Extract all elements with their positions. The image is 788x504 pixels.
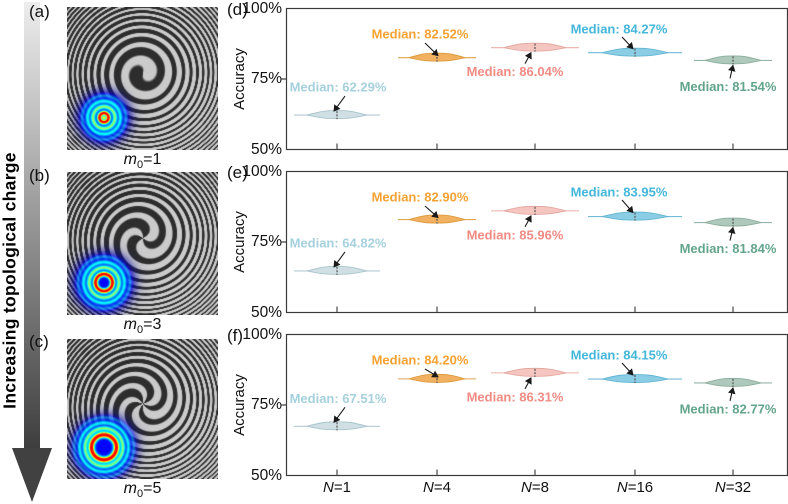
ytick-50-e: 50% (250, 304, 282, 321)
spiral-pattern-a (67, 7, 218, 150)
xtick-n32: N=32 (714, 479, 752, 496)
spiral-pattern-b (67, 172, 218, 315)
violin-plot-e: Median: 64.82% Median: 82.90% Median: 85.9… (280, 170, 788, 314)
median-arrow (333, 95, 346, 112)
xtick-n1: N=1 (323, 479, 351, 496)
median-label: Median: 82.52% (372, 27, 469, 42)
m-symbol: m (123, 151, 137, 168)
topological-charge-axis-label: Increasing topological charge (0, 152, 20, 409)
m0-label-a: m0=1 (67, 151, 218, 171)
topological-charge-arrow-shaft (24, 2, 40, 448)
xtick-n16: N=16 (616, 479, 654, 496)
spiral-pattern-c (67, 339, 218, 479)
violin-plot-f: Median: 67.51% Median: 84.20% Median: 86.3… (280, 333, 788, 477)
median-arrow (424, 368, 439, 378)
panel-letter-e: (e) (227, 163, 248, 182)
m-symbol: m (123, 316, 137, 333)
ytick-100-d: 100% (242, 0, 282, 17)
median-label: Median: 85.96% (467, 227, 564, 242)
m0-label-c: m0=5 (67, 480, 218, 500)
ytick-100-e: 100% (242, 163, 282, 180)
median-arrow (524, 51, 532, 64)
violin-plot-d: Median: 62.29% Median: 82.52% Median: 86.0… (280, 7, 788, 151)
median-arrow (424, 205, 439, 219)
median-label: Median: 83.95% (571, 185, 668, 200)
panel-letter-f: (f) (227, 326, 244, 345)
ytick-75-f: 75% (250, 396, 282, 413)
median-label: Median: 86.04% (467, 64, 564, 79)
panel-letter-a: (a) (29, 2, 50, 21)
m-value: =5 (143, 480, 162, 497)
median-label: Median: 62.29% (290, 80, 387, 95)
median-arrow (424, 42, 439, 57)
median-arrow (727, 64, 736, 79)
median-arrow (727, 226, 736, 241)
median-label: Median: 84.20% (372, 353, 469, 368)
ytick-75-e: 75% (250, 233, 282, 250)
median-arrow (333, 251, 346, 268)
median-arrow (524, 377, 532, 390)
m-subscript: 0 (136, 488, 144, 501)
ytick-100-f: 100% (242, 326, 282, 343)
median-label: Median: 86.31% (467, 389, 564, 404)
median-label: Median: 64.82% (290, 235, 387, 250)
m-subscript: 0 (136, 159, 144, 172)
m-value: =1 (143, 151, 162, 168)
m-value: =3 (143, 316, 162, 333)
median-label: Median: 81.54% (680, 79, 777, 94)
median-arrow (621, 362, 634, 376)
median-arrow (727, 387, 736, 402)
ytick-50-f: 50% (250, 467, 282, 484)
median-label: Median: 84.27% (571, 22, 668, 37)
panel-letter-d: (d) (227, 0, 248, 19)
m-symbol: m (123, 480, 137, 497)
xtick-n8: N=8 (521, 479, 549, 496)
xtick-n4: N=4 (423, 479, 451, 496)
panel-letter-c: (c) (29, 332, 49, 351)
median-label: Median: 84.15% (571, 348, 668, 363)
median-arrow (524, 215, 532, 228)
m0-label-b: m0=3 (67, 316, 218, 336)
ytick-75-d: 75% (250, 70, 282, 87)
median-label: Median: 67.51% (290, 391, 387, 406)
panel-letter-b: (b) (29, 166, 50, 185)
median-label: Median: 81.84% (680, 241, 777, 256)
median-arrow (621, 199, 634, 214)
arrow-head-icon (12, 448, 52, 502)
ytick-50-d: 50% (250, 141, 282, 158)
median-arrow (621, 36, 634, 50)
median-arrow (333, 406, 346, 423)
median-label: Median: 82.77% (680, 401, 777, 416)
median-label: Median: 82.90% (372, 190, 469, 205)
m-subscript: 0 (136, 324, 144, 337)
